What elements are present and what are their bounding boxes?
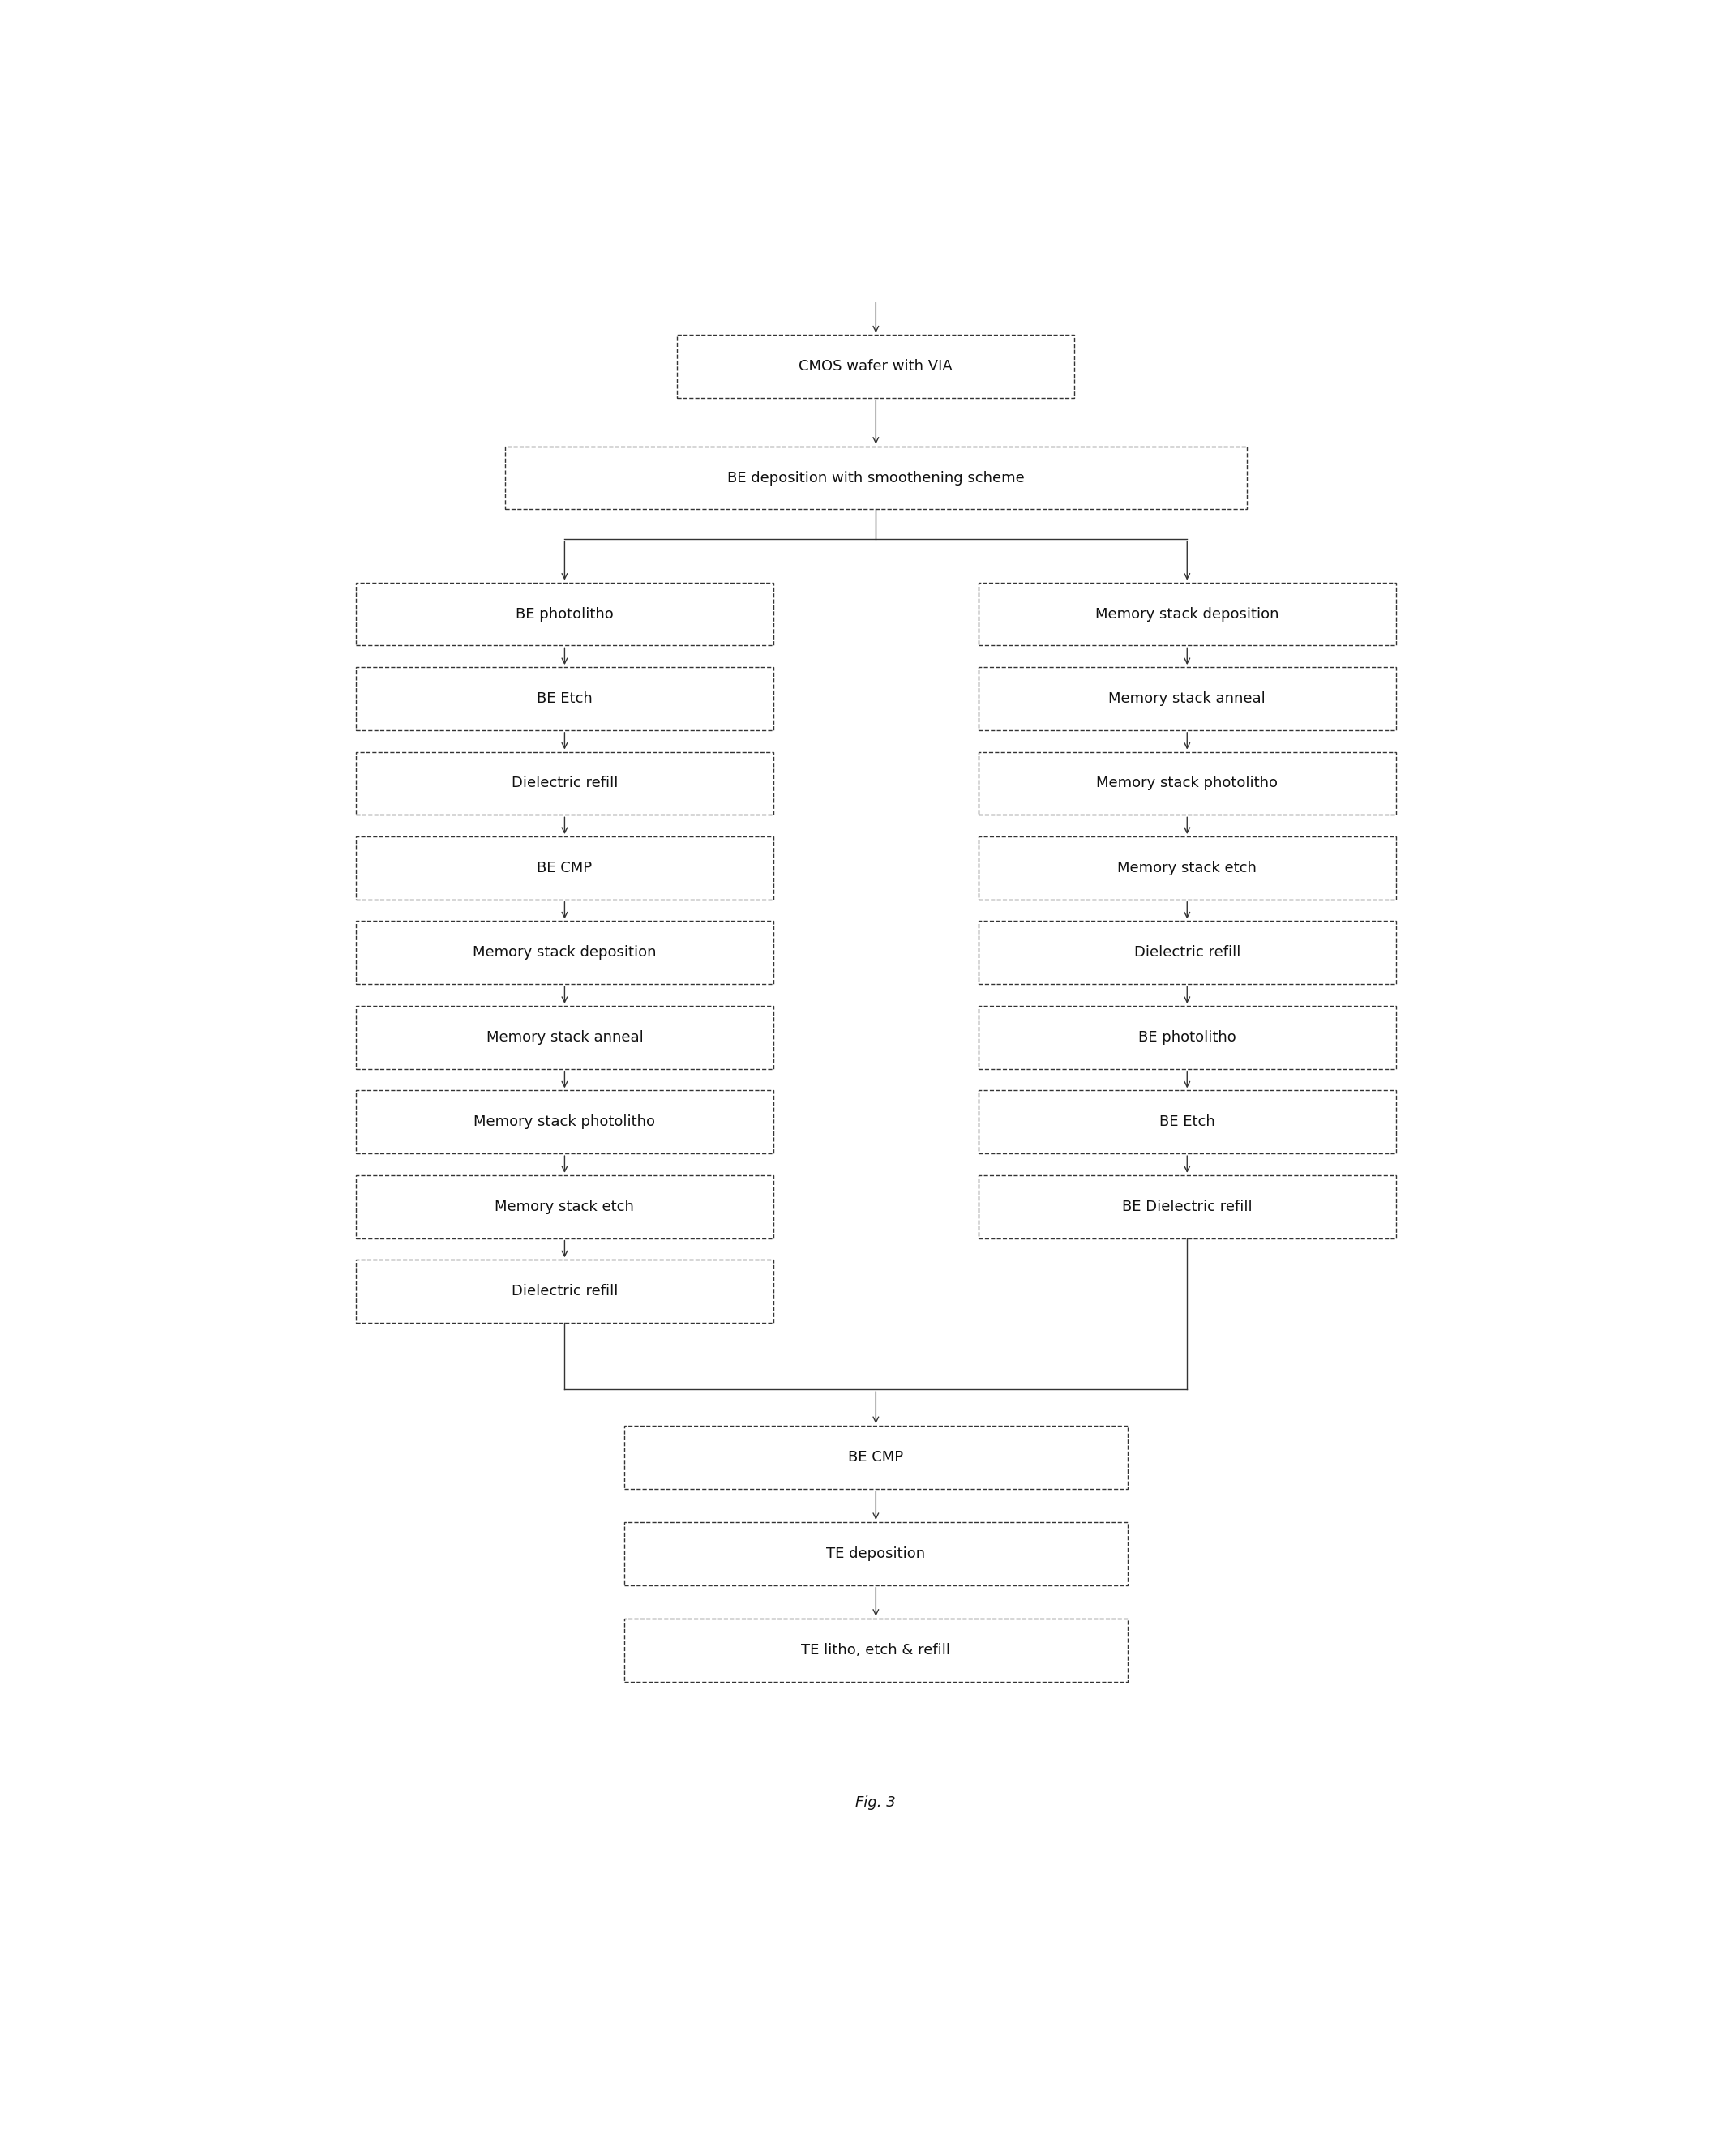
Bar [355,921,772,983]
Text: Fig. 3: Fig. 3 [856,1796,896,1809]
Bar [979,666,1396,731]
Bar [624,1522,1128,1585]
Bar [979,752,1396,815]
Text: Memory stack photolitho: Memory stack photolitho [1095,776,1278,791]
Text: Memory stack deposition: Memory stack deposition [473,944,656,959]
Bar [355,752,772,815]
Text: Memory stack etch: Memory stack etch [496,1199,634,1214]
Text: Memory stack photolitho: Memory stack photolitho [473,1115,656,1130]
Text: TE litho, etch & refill: TE litho, etch & refill [802,1643,950,1658]
Text: BE Dielectric refill: BE Dielectric refill [1123,1199,1253,1214]
Bar [979,582,1396,645]
Text: BE Etch: BE Etch [1159,1115,1215,1130]
Bar [979,1005,1396,1069]
Text: BE deposition with smoothening scheme: BE deposition with smoothening scheme [728,470,1024,485]
Text: BE photolitho: BE photolitho [516,606,614,621]
Text: BE CMP: BE CMP [848,1451,904,1464]
Bar [979,1175,1396,1238]
Bar [979,921,1396,983]
Text: Dielectric refill: Dielectric refill [511,1285,619,1298]
Bar [979,837,1396,899]
Bar [355,1175,772,1238]
Bar [355,1091,772,1153]
Text: Dielectric refill: Dielectric refill [511,776,619,791]
Bar [355,666,772,731]
Bar [355,837,772,899]
Text: BE photolitho: BE photolitho [1138,1031,1236,1046]
Text: BE Etch: BE Etch [537,692,593,705]
Text: Memory stack anneal: Memory stack anneal [1109,692,1266,705]
Text: Memory stack anneal: Memory stack anneal [485,1031,643,1046]
Bar [355,1005,772,1069]
Bar [979,1091,1396,1153]
Bar [624,1619,1128,1682]
Text: CMOS wafer with VIA: CMOS wafer with VIA [798,360,954,373]
Bar [624,1425,1128,1490]
Bar [355,582,772,645]
Bar [677,334,1075,399]
Text: Memory stack deposition: Memory stack deposition [1095,606,1278,621]
Bar [355,1259,772,1324]
Text: BE CMP: BE CMP [537,860,593,875]
Bar [506,446,1248,509]
Text: Memory stack etch: Memory stack etch [1118,860,1256,875]
Text: TE deposition: TE deposition [827,1546,925,1561]
Text: Dielectric refill: Dielectric refill [1133,944,1241,959]
